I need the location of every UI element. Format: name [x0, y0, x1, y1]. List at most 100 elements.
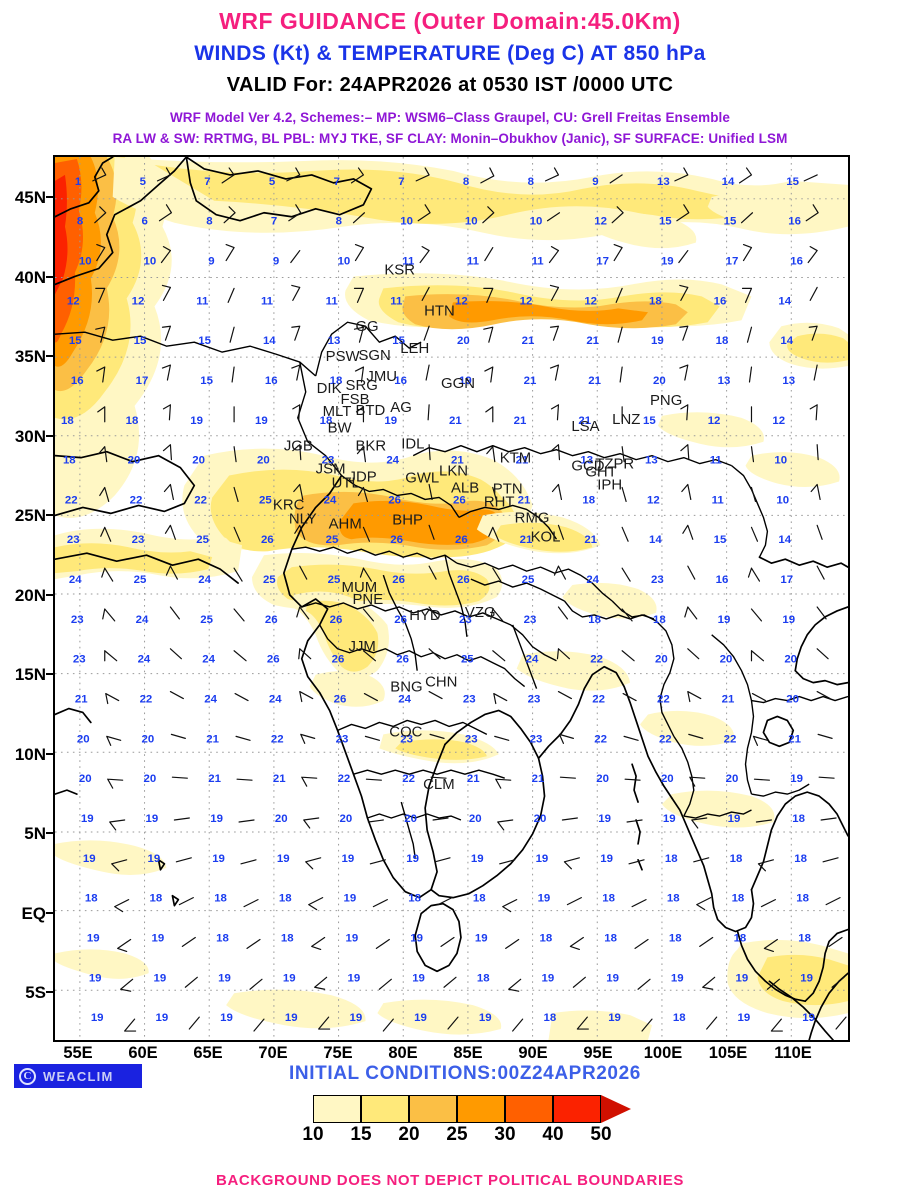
svg-text:9: 9	[273, 256, 279, 268]
svg-text:20: 20	[340, 813, 353, 825]
svg-text:14: 14	[780, 335, 793, 347]
svg-text:19: 19	[790, 773, 803, 785]
x-axis-tick-label: 105E	[708, 1044, 748, 1062]
svg-text:12: 12	[708, 415, 721, 427]
svg-text:23: 23	[400, 733, 413, 745]
svg-text:BKR: BKR	[355, 438, 386, 455]
svg-text:25: 25	[200, 614, 213, 626]
svg-text:19: 19	[283, 972, 296, 984]
svg-text:15: 15	[198, 335, 211, 347]
svg-text:24: 24	[202, 654, 215, 666]
svg-text:20: 20	[661, 773, 674, 785]
svg-text:19: 19	[277, 853, 290, 865]
svg-text:19: 19	[538, 893, 551, 905]
svg-text:21: 21	[578, 415, 591, 427]
svg-text:8: 8	[463, 176, 470, 188]
svg-text:18: 18	[477, 972, 490, 984]
svg-text:10: 10	[400, 216, 413, 228]
svg-text:11: 11	[196, 295, 209, 307]
svg-text:19: 19	[410, 932, 423, 944]
svg-text:KTM: KTM	[500, 450, 531, 467]
svg-text:19: 19	[190, 415, 203, 427]
station-labels: KSR HTN GG PSW SGN LEH JMU GGN DIK SRG F…	[273, 261, 682, 793]
svg-text:10: 10	[144, 256, 157, 268]
y-axis-tick-label: 15N	[14, 665, 46, 684]
svg-text:ALB: ALB	[451, 479, 479, 496]
svg-text:15: 15	[643, 415, 656, 427]
svg-text:7: 7	[334, 176, 340, 188]
svg-text:23: 23	[524, 614, 537, 626]
svg-text:19: 19	[471, 853, 484, 865]
svg-text:GGN: GGN	[441, 375, 475, 392]
svg-text:22: 22	[590, 654, 603, 666]
y-axis-tick-mark	[46, 673, 55, 675]
x-axis-tick-label: 70E	[258, 1044, 288, 1062]
svg-text:17: 17	[596, 256, 609, 268]
svg-text:21: 21	[514, 415, 527, 427]
svg-text:15: 15	[714, 534, 727, 546]
svg-text:17: 17	[726, 256, 739, 268]
svg-text:20: 20	[79, 773, 92, 785]
svg-text:13: 13	[782, 375, 795, 387]
svg-text:10: 10	[530, 216, 543, 228]
y-axis-tick-label: 10N	[14, 745, 46, 764]
svg-text:22: 22	[65, 494, 78, 506]
y-axis-tick-mark	[46, 355, 55, 357]
svg-text:11: 11	[390, 295, 403, 307]
svg-text:IDL: IDL	[401, 436, 424, 453]
svg-text:24: 24	[269, 694, 282, 706]
svg-text:21: 21	[273, 773, 286, 785]
x-axis-tick-label: 100E	[643, 1044, 683, 1062]
svg-text:JGB: JGB	[284, 438, 313, 455]
svg-text:6: 6	[142, 216, 148, 228]
svg-text:23: 23	[132, 534, 145, 546]
svg-text:21: 21	[532, 773, 545, 785]
colorbar-tick-label: 20	[398, 1124, 420, 1145]
svg-text:MLT: MLT	[323, 403, 352, 420]
svg-text:10: 10	[776, 494, 789, 506]
svg-text:26: 26	[455, 534, 468, 546]
svg-text:18: 18	[649, 295, 662, 307]
svg-text:22: 22	[271, 733, 284, 745]
svg-text:18: 18	[473, 893, 486, 905]
svg-text:21: 21	[520, 534, 533, 546]
svg-text:10: 10	[774, 455, 787, 467]
svg-text:19: 19	[671, 972, 684, 984]
svg-text:13: 13	[328, 335, 341, 347]
svg-text:HTN: HTN	[424, 302, 455, 319]
svg-text:15: 15	[392, 335, 405, 347]
x-axis-tick-label: 80E	[388, 1044, 418, 1062]
y-axis-tick-mark	[46, 514, 55, 516]
svg-text:21: 21	[524, 375, 537, 387]
svg-text:23: 23	[71, 614, 84, 626]
svg-text:18: 18	[582, 494, 595, 506]
svg-text:25: 25	[196, 534, 209, 546]
svg-text:SGN: SGN	[358, 347, 390, 364]
weaclim-logo-text: WEACLIM	[43, 1068, 114, 1084]
svg-text:18: 18	[604, 932, 617, 944]
svg-text:26: 26	[388, 494, 401, 506]
disclaimer-text: BACKGROUND DOES NOT DEPICT POLITICAL BOU…	[216, 1172, 684, 1189]
svg-text:JDP: JDP	[349, 469, 377, 486]
y-axis-tick-mark	[46, 435, 55, 437]
svg-text:26: 26	[261, 534, 274, 546]
colorbar-swatch	[361, 1095, 409, 1123]
svg-text:22: 22	[130, 494, 143, 506]
svg-text:21: 21	[788, 733, 801, 745]
svg-text:14: 14	[649, 534, 662, 546]
svg-text:18: 18	[544, 1012, 557, 1024]
svg-text:TZPR: TZPR	[595, 456, 634, 473]
page-title: WRF GUIDANCE (Outer Domain:45.0Km)	[219, 8, 681, 34]
svg-text:BHP: BHP	[392, 511, 423, 528]
y-axis-tick-label: 5N	[24, 824, 46, 843]
svg-text:19: 19	[738, 1012, 751, 1024]
svg-text:19: 19	[736, 972, 749, 984]
svg-text:PNG: PNG	[650, 392, 682, 409]
svg-text:7: 7	[398, 176, 404, 188]
svg-text:23: 23	[459, 614, 472, 626]
svg-text:11: 11	[712, 494, 725, 506]
svg-text:18: 18	[730, 853, 743, 865]
svg-text:18: 18	[281, 932, 294, 944]
